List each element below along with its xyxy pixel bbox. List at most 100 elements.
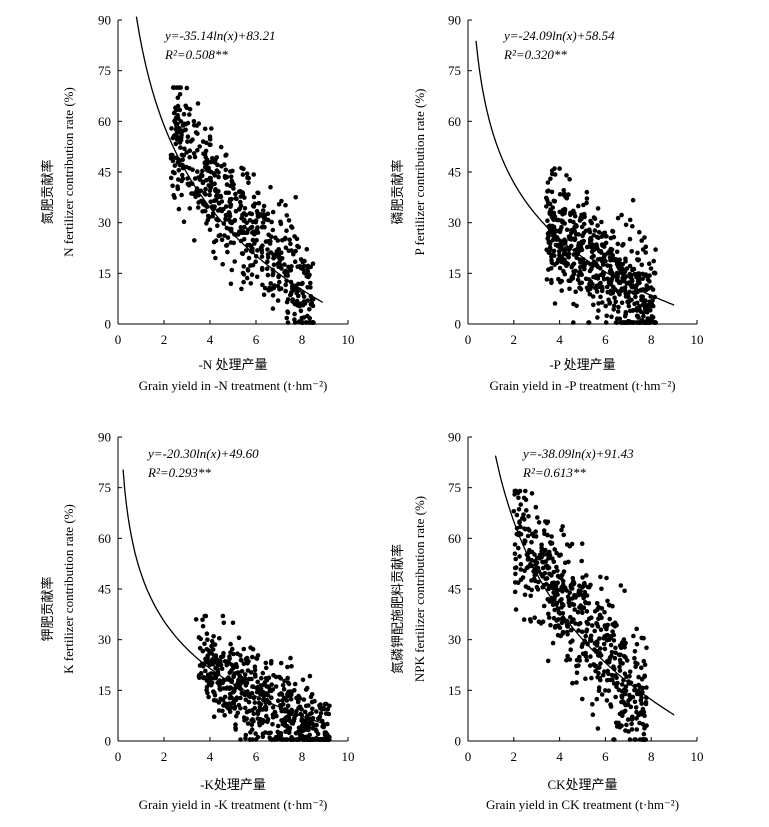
data-point: [552, 607, 557, 613]
data-point: [629, 727, 635, 732]
data-point: [545, 565, 551, 571]
data-point: [303, 734, 308, 740]
data-point: [215, 223, 220, 228]
data-point: [240, 172, 246, 177]
data-point: [191, 119, 197, 124]
data-point: [204, 177, 209, 183]
data-point: [620, 275, 626, 281]
data-point: [284, 315, 290, 321]
data-point: [599, 586, 604, 592]
data-point: [252, 664, 258, 669]
data-point: [222, 659, 228, 664]
data-point: [579, 239, 584, 245]
data-point: [584, 609, 590, 614]
data-point: [281, 702, 286, 707]
data-point: [261, 694, 267, 699]
data-point: [615, 264, 621, 269]
data-point: [650, 319, 655, 324]
data-point: [553, 228, 559, 234]
data-point: [562, 249, 567, 255]
data-point: [170, 135, 176, 141]
data-point: [639, 262, 645, 268]
data-point: [251, 695, 257, 701]
data-point: [204, 658, 209, 663]
data-point: [617, 725, 623, 730]
data-point: [568, 647, 573, 652]
data-point: [214, 198, 219, 203]
data-point: [293, 195, 299, 200]
data-point: [203, 192, 208, 197]
data-point: [562, 271, 568, 277]
data-point: [618, 583, 624, 588]
x-tick-label: 8: [648, 332, 655, 347]
data-point: [550, 640, 556, 646]
data-point: [603, 303, 608, 309]
data-point: [541, 528, 547, 533]
data-point: [606, 688, 612, 693]
y-tick-label: 90: [448, 13, 461, 28]
data-point: [251, 194, 257, 200]
data-point: [567, 590, 572, 595]
data-point: [192, 238, 197, 243]
data-point: [556, 276, 561, 282]
data-point: [572, 592, 577, 598]
data-point: [254, 237, 259, 243]
data-point: [594, 601, 600, 606]
data-point: [289, 664, 294, 669]
data-point: [241, 661, 247, 667]
data-point: [179, 172, 185, 178]
data-point: [588, 239, 593, 245]
data-point: [253, 674, 258, 679]
data-point: [557, 252, 562, 258]
data-point: [541, 603, 547, 609]
data-point: [561, 532, 566, 538]
data-point: [600, 300, 605, 305]
data-point: [251, 711, 257, 717]
data-point: [627, 696, 633, 702]
data-point: [225, 235, 231, 240]
data-point: [295, 264, 301, 270]
data-point: [211, 714, 217, 719]
data-point: [611, 638, 617, 643]
data-point: [245, 227, 251, 233]
data-point: [314, 722, 319, 728]
fit-equation: y=-38.09ln(x)+91.43: [521, 446, 634, 461]
data-point: [231, 240, 236, 246]
y-tick-label: 60: [448, 531, 461, 546]
data-point: [170, 85, 176, 90]
data-point: [295, 302, 300, 308]
data-point: [610, 252, 615, 258]
data-point: [622, 320, 627, 325]
data-point: [560, 589, 565, 594]
data-point: [588, 279, 593, 284]
data-point: [256, 200, 262, 206]
data-point: [301, 294, 307, 300]
data-point: [545, 597, 550, 602]
data-point: [227, 691, 233, 697]
data-point: [639, 665, 644, 670]
data-point: [619, 710, 625, 715]
data-point: [544, 576, 550, 581]
data-point: [292, 311, 297, 317]
data-point: [285, 692, 290, 697]
data-point: [626, 294, 631, 300]
data-point: [207, 134, 213, 139]
data-point: [566, 254, 571, 260]
data-point: [570, 575, 576, 581]
data-point: [624, 658, 630, 663]
data-point: [567, 286, 572, 292]
data-point: [285, 320, 291, 325]
data-point: [594, 621, 599, 626]
data-point: [219, 666, 225, 672]
data-point: [254, 656, 259, 661]
data-point: [251, 172, 256, 177]
data-point: [191, 123, 197, 128]
data-point: [236, 677, 241, 683]
data-point: [175, 135, 180, 140]
data-point: [239, 216, 244, 221]
x-axis-title-en: Grain yield in -N treatment (t·hm⁻²): [139, 378, 328, 393]
data-point: [275, 698, 281, 703]
data-point: [636, 682, 641, 688]
data-point: [549, 252, 554, 257]
data-point: [243, 697, 249, 702]
